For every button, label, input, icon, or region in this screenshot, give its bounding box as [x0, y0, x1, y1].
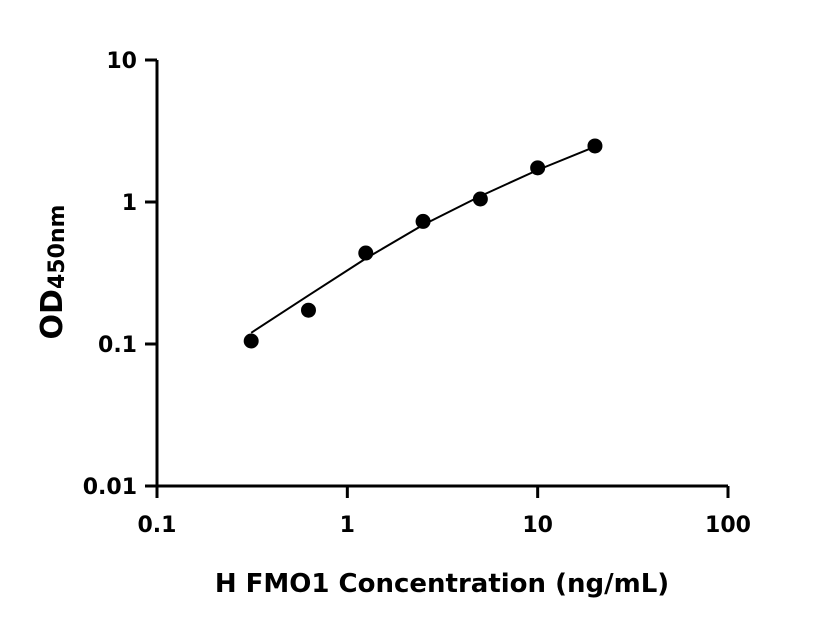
x-tick-label: 100 [705, 513, 751, 538]
x-tick-label: 0.1 [138, 513, 177, 538]
y-axis-label-main: OD [35, 289, 70, 339]
y-axis-label-subscript: 450nm [45, 205, 70, 290]
y-tick-label: 0.01 [83, 475, 137, 500]
x-tick-label: 1 [340, 513, 355, 538]
y-tick-label: 1 [122, 191, 137, 216]
data-point [472, 191, 488, 207]
y-tick-label: 0.1 [98, 333, 137, 358]
y-axis-label: OD450nm [35, 205, 70, 340]
fit-curve [250, 145, 596, 334]
data-point [300, 302, 316, 318]
data-point [530, 160, 546, 176]
data-point [243, 333, 259, 349]
data-point [415, 213, 431, 229]
x-tick-label: 10 [522, 513, 553, 538]
fit-curve-layer [250, 145, 596, 334]
x-axis-label: H FMO1 Concentration (ng/mL) [215, 569, 669, 599]
y-tick-label: 10 [106, 49, 137, 74]
data-point [587, 138, 603, 154]
data-point [358, 245, 374, 261]
data-points-layer [243, 138, 603, 349]
